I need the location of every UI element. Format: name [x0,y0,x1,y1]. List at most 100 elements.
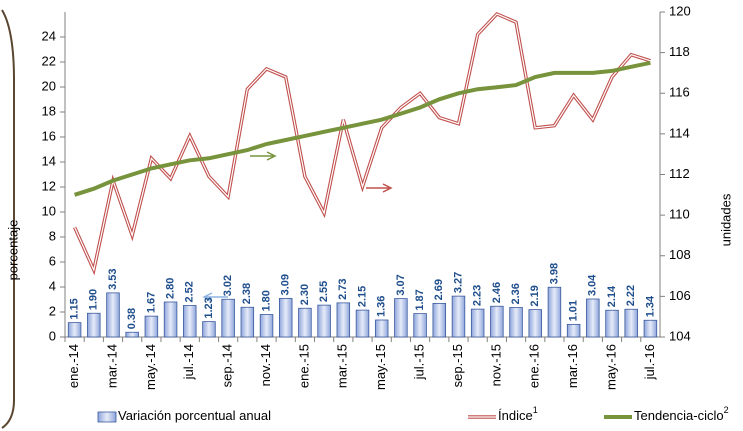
data-label: 3.07 [395,274,407,295]
bar [451,295,466,338]
data-label: 2.73 [337,278,349,299]
index-line [73,11,651,276]
data-label: 1.15 [69,298,81,319]
bar [67,322,82,338]
y-tick-label: 8 [49,228,56,243]
y-tick-label: 22 [42,53,56,68]
legend-swatch [97,411,117,423]
data-label: 2.46 [491,282,503,303]
bar [125,331,139,338]
y2-axis-label: unidades [718,193,733,246]
y2-tick-label: 114 [669,125,690,140]
y-tick-label: 0 [49,328,56,343]
x-tick-label: mar.-15 [335,344,350,388]
data-label: 1.90 [88,289,100,310]
data-label: 2.69 [433,279,445,300]
data-label: 0.38 [126,308,138,329]
data-label: 1.34 [644,295,656,317]
data-label: 1.87 [414,289,426,310]
x-tick-label: nov.-15 [488,344,503,386]
data-label: 2.36 [510,283,522,304]
x-tick-label: may.-14 [143,344,158,390]
data-label: 2.38 [241,283,253,304]
x-tick-label: nov.-14 [258,344,273,386]
bar [509,307,523,338]
y2-tick-label: 112 [669,166,690,181]
bar [202,321,216,338]
data-label: 2.55 [318,281,330,302]
x-tick-label: mar.-14 [104,344,119,388]
bar [643,319,658,338]
legend-superscript: 2 [724,405,729,415]
y-tick-label: 12 [42,178,56,193]
y2-tick-label: 108 [669,247,691,262]
data-label: 2.30 [299,284,311,305]
x-tick-label: sep.-15 [450,344,465,387]
bar [336,302,351,338]
data-label: 2.19 [529,285,541,306]
x-tick-label: ene.-16 [527,344,542,388]
x-tick-label: may.-16 [603,344,618,390]
bar [624,308,638,338]
bar [163,301,178,338]
y2-tick-label: 118 [669,44,690,59]
bar [298,307,312,338]
data-label: 3.98 [548,263,560,284]
x-tick-label: may.-15 [373,344,388,390]
y2-tick-label: 104 [669,328,691,343]
bar [278,297,293,338]
x-tick-label: ene.-15 [296,344,311,388]
legend-superscript: 1 [533,405,538,415]
data-label: 2.80 [164,278,176,299]
legend-label: Tendencia-ciclo2 [634,405,729,423]
y-tick-label: 2 [49,303,56,318]
x-tick-label: sep.-14 [220,344,235,387]
data-label: 2.22 [625,285,637,306]
data-label: 1.01 [568,300,580,321]
y-axis-label: porcentaje [5,220,20,281]
x-tick-label: jul.-15 [412,344,427,380]
data-label: 1.23 [203,297,215,318]
x-tick-label: ene.-14 [66,344,81,388]
bar [432,302,447,338]
bar [528,309,542,338]
index-line-core [74,13,651,272]
data-label: 2.14 [606,285,618,307]
bar [87,312,101,338]
bar [413,313,427,338]
bar [374,319,389,338]
bar [106,292,120,338]
y2-tick-label: 106 [669,288,691,303]
y-tick-label: 18 [42,103,56,118]
legend-label: Variación porcentual anual [118,408,271,423]
x-tick-label: jul.-16 [642,344,657,380]
trend-line [73,60,651,197]
x-tick-label: jul.-14 [181,344,196,380]
x-tick-label: mar.-16 [565,344,580,388]
legend-name: Tendencia-ciclo [634,408,724,423]
data-label: 3.04 [587,274,599,296]
data-label: 2.15 [356,286,368,307]
y2-tick-label: 110 [669,207,690,222]
y-tick-label: 10 [42,203,56,218]
y-tick-label: 24 [42,28,56,43]
legend-label: Índice1 [498,405,538,423]
bar [586,298,600,338]
data-label: 1.80 [260,290,272,311]
bar [259,314,274,338]
y-tick-label: 20 [42,78,56,93]
data-label: 3.53 [107,268,119,289]
side-bracket [1,9,15,429]
bar [490,305,504,338]
bar [605,309,619,338]
data-label: 2.52 [184,281,196,302]
y-tick-label: 16 [42,128,56,143]
data-label: 1.36 [376,296,388,317]
y2-tick-label: 120 [669,3,691,18]
data-label: 2.23 [472,285,484,306]
bar [566,323,581,338]
data-label: 1.67 [145,292,157,313]
bar [470,308,485,338]
bar [317,304,331,338]
